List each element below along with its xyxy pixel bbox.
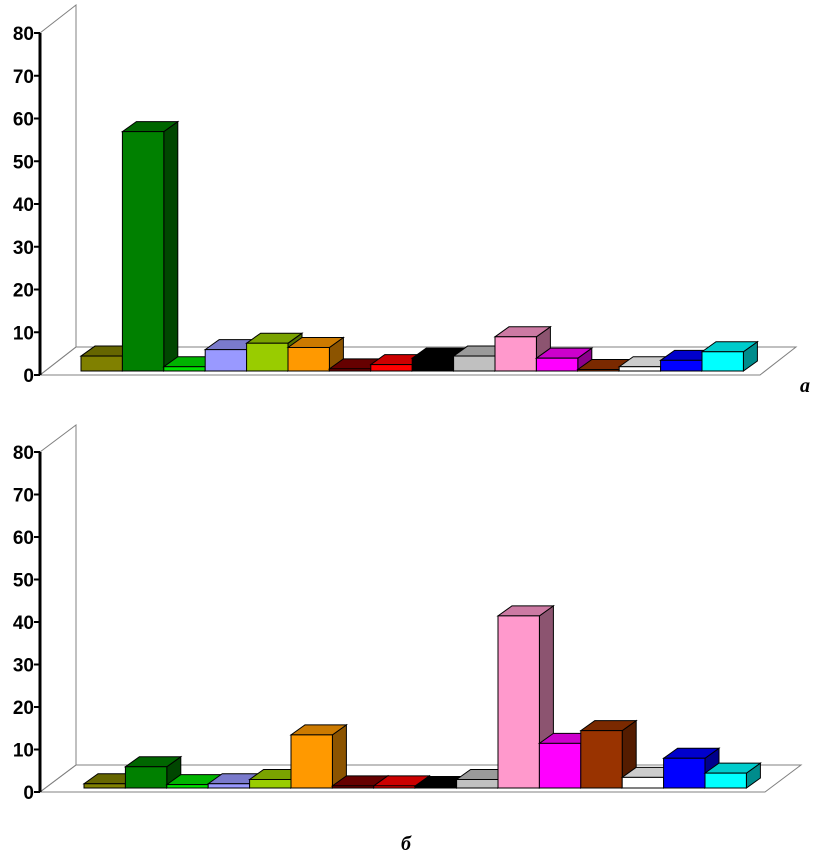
bar-front	[704, 772, 747, 789]
panel-label-a: а	[800, 375, 810, 397]
y-tick-label: 70	[13, 486, 34, 507]
y-tick-label: 0	[23, 366, 34, 387]
bar-front	[331, 785, 375, 789]
bar	[703, 762, 762, 789]
y-tick-label: 50	[13, 571, 34, 592]
chart-panel-a: 0 10 20 30 40 50 60 70 80	[13, 3, 798, 387]
y-tick-label: 20	[13, 281, 34, 302]
bar	[120, 120, 180, 372]
bar-front	[121, 131, 165, 372]
bar-front	[621, 776, 665, 789]
bar-front	[577, 369, 620, 372]
bar-front	[163, 366, 206, 372]
bar-front	[370, 364, 413, 372]
bar	[534, 347, 594, 372]
bar-front	[124, 766, 168, 789]
bar-front	[618, 366, 662, 372]
bar-front	[287, 346, 330, 372]
y-tick-label: 80	[13, 443, 34, 464]
chart-side-wall	[39, 424, 77, 793]
bar-front	[456, 779, 499, 789]
y-tick-label: 30	[13, 656, 34, 677]
bar-front	[290, 734, 333, 789]
bar-front	[701, 351, 744, 372]
bar-front	[328, 368, 372, 372]
y-tick-label: 10	[13, 323, 34, 344]
y-tick-label: 20	[13, 698, 34, 719]
y-tick-label: 0	[23, 783, 34, 804]
y-tick-label: 10	[13, 741, 34, 762]
bar	[700, 340, 759, 372]
y-tick-label: 50	[13, 152, 34, 173]
bar-front	[660, 359, 703, 372]
bar-front	[494, 336, 537, 372]
y-tick-label: 60	[13, 110, 34, 131]
bar-front	[538, 742, 582, 789]
bar-front	[166, 784, 209, 789]
bar-front	[453, 355, 496, 372]
chart-side-wall	[39, 3, 77, 377]
y-tick-label: 40	[13, 613, 34, 634]
bar-front	[580, 730, 623, 789]
bar	[286, 336, 345, 372]
y-tick-label: 40	[13, 195, 34, 216]
bar	[289, 723, 348, 789]
bar-front	[207, 783, 251, 789]
bar-front	[411, 357, 455, 372]
bar-front	[373, 785, 416, 789]
y-tick-label: 70	[13, 67, 34, 88]
bar-front	[80, 355, 123, 372]
bar-front	[414, 786, 458, 789]
bar-front	[497, 615, 540, 789]
bar-front	[663, 757, 706, 789]
bar-front	[204, 349, 248, 372]
bar-front	[535, 357, 579, 372]
y-tick-label: 60	[13, 528, 34, 549]
chart-panel-b: 0 10 20 30 40 50 60 70 80	[13, 424, 803, 804]
panel-label-b: б	[401, 833, 412, 855]
bar-front	[246, 342, 289, 372]
bar-front	[249, 779, 292, 789]
bar-side	[163, 120, 179, 372]
y-tick-label: 30	[13, 238, 34, 259]
y-tick-label: 80	[13, 24, 34, 45]
bar-front	[83, 783, 126, 789]
